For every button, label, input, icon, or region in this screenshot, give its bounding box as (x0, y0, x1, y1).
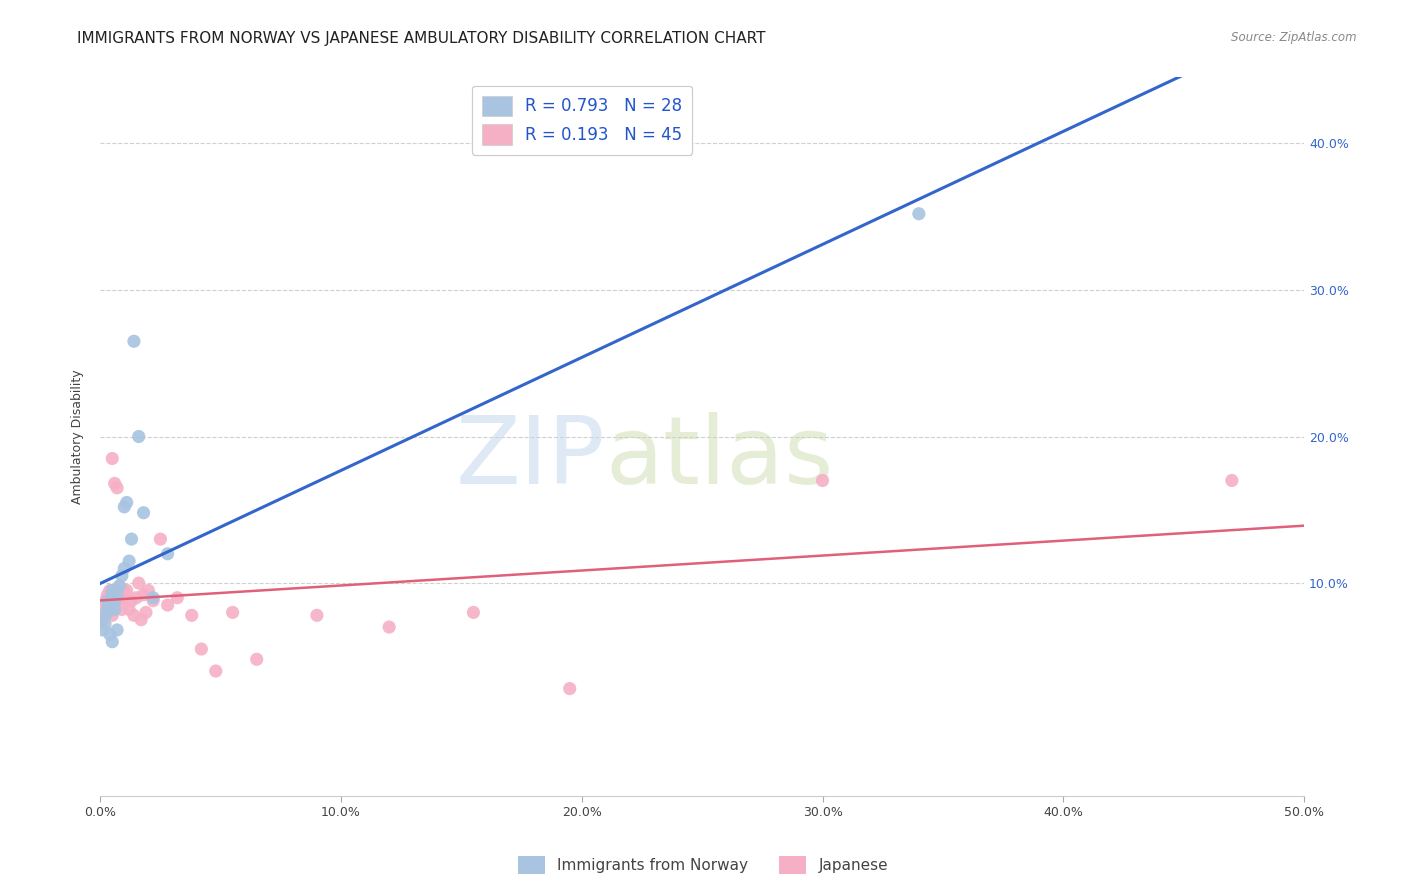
Point (908, 207, 931, 221)
Y-axis label: Ambulatory Disability: Ambulatory Disability (72, 369, 84, 504)
Point (101, 451, 124, 466)
Point (104, 593, 127, 607)
Point (142, 591, 165, 605)
Point (111, 602, 134, 616)
Point (108, 579, 131, 593)
Point (122, 608, 145, 623)
Point (221, 606, 243, 620)
Point (190, 642, 212, 657)
Point (94, 617, 117, 632)
Point (108, 593, 131, 607)
Point (128, 429, 150, 443)
Point (98, 598, 121, 612)
Point (96, 606, 118, 620)
Point (135, 606, 157, 620)
Point (156, 598, 179, 612)
Point (118, 602, 141, 616)
Point (129, 613, 152, 627)
Point (104, 583, 127, 598)
Point (94, 608, 117, 623)
Text: atlas: atlas (606, 412, 834, 504)
Point (558, 681, 581, 696)
Legend: R = 0.793   N = 28, R = 0.193   N = 45: R = 0.793 N = 28, R = 0.193 N = 45 (471, 86, 692, 155)
Point (98, 583, 121, 598)
Point (94, 593, 117, 607)
Point (115, 495, 138, 509)
Point (91, 613, 114, 627)
Point (128, 576, 150, 591)
Text: IMMIGRANTS FROM NORWAY VS JAPANESE AMBULATORY DISABILITY CORRELATION CHART: IMMIGRANTS FROM NORWAY VS JAPANESE AMBUL… (77, 31, 766, 46)
Point (112, 500, 135, 514)
Point (115, 583, 138, 598)
Point (105, 591, 128, 605)
Text: Source: ZipAtlas.com: Source: ZipAtlas.com (1232, 31, 1357, 45)
Point (112, 583, 135, 598)
Point (91, 623, 114, 637)
Point (246, 652, 269, 666)
Point (108, 579, 131, 593)
Point (101, 634, 124, 648)
Point (149, 532, 172, 546)
Point (378, 620, 401, 634)
Point (125, 591, 148, 605)
Point (142, 593, 165, 607)
Point (166, 591, 188, 605)
Point (204, 664, 226, 678)
Text: ZIP: ZIP (456, 412, 606, 504)
Point (1220, 474, 1243, 488)
Point (111, 568, 134, 582)
Point (156, 547, 179, 561)
Point (104, 476, 127, 491)
Point (98, 627, 121, 641)
Point (132, 588, 155, 602)
Point (463, 606, 485, 620)
Point (101, 608, 124, 623)
Point (91, 602, 114, 616)
Point (112, 591, 135, 605)
Point (122, 334, 145, 349)
Point (138, 583, 160, 598)
Point (96, 602, 118, 616)
Point (180, 608, 202, 623)
Point (98, 598, 121, 612)
Point (305, 608, 328, 623)
Point (121, 532, 143, 546)
Point (121, 593, 143, 607)
Point (112, 561, 135, 575)
Point (94, 608, 117, 623)
Point (105, 481, 128, 495)
Point (105, 623, 128, 637)
Legend: Immigrants from Norway, Japanese: Immigrants from Norway, Japanese (512, 850, 894, 880)
Point (105, 588, 128, 602)
Point (101, 588, 124, 602)
Point (811, 474, 834, 488)
Point (96, 606, 118, 620)
Point (101, 583, 124, 598)
Point (118, 554, 141, 568)
Point (104, 602, 127, 616)
Point (96, 593, 118, 607)
Point (101, 588, 124, 602)
Point (132, 506, 155, 520)
Point (96, 588, 118, 602)
